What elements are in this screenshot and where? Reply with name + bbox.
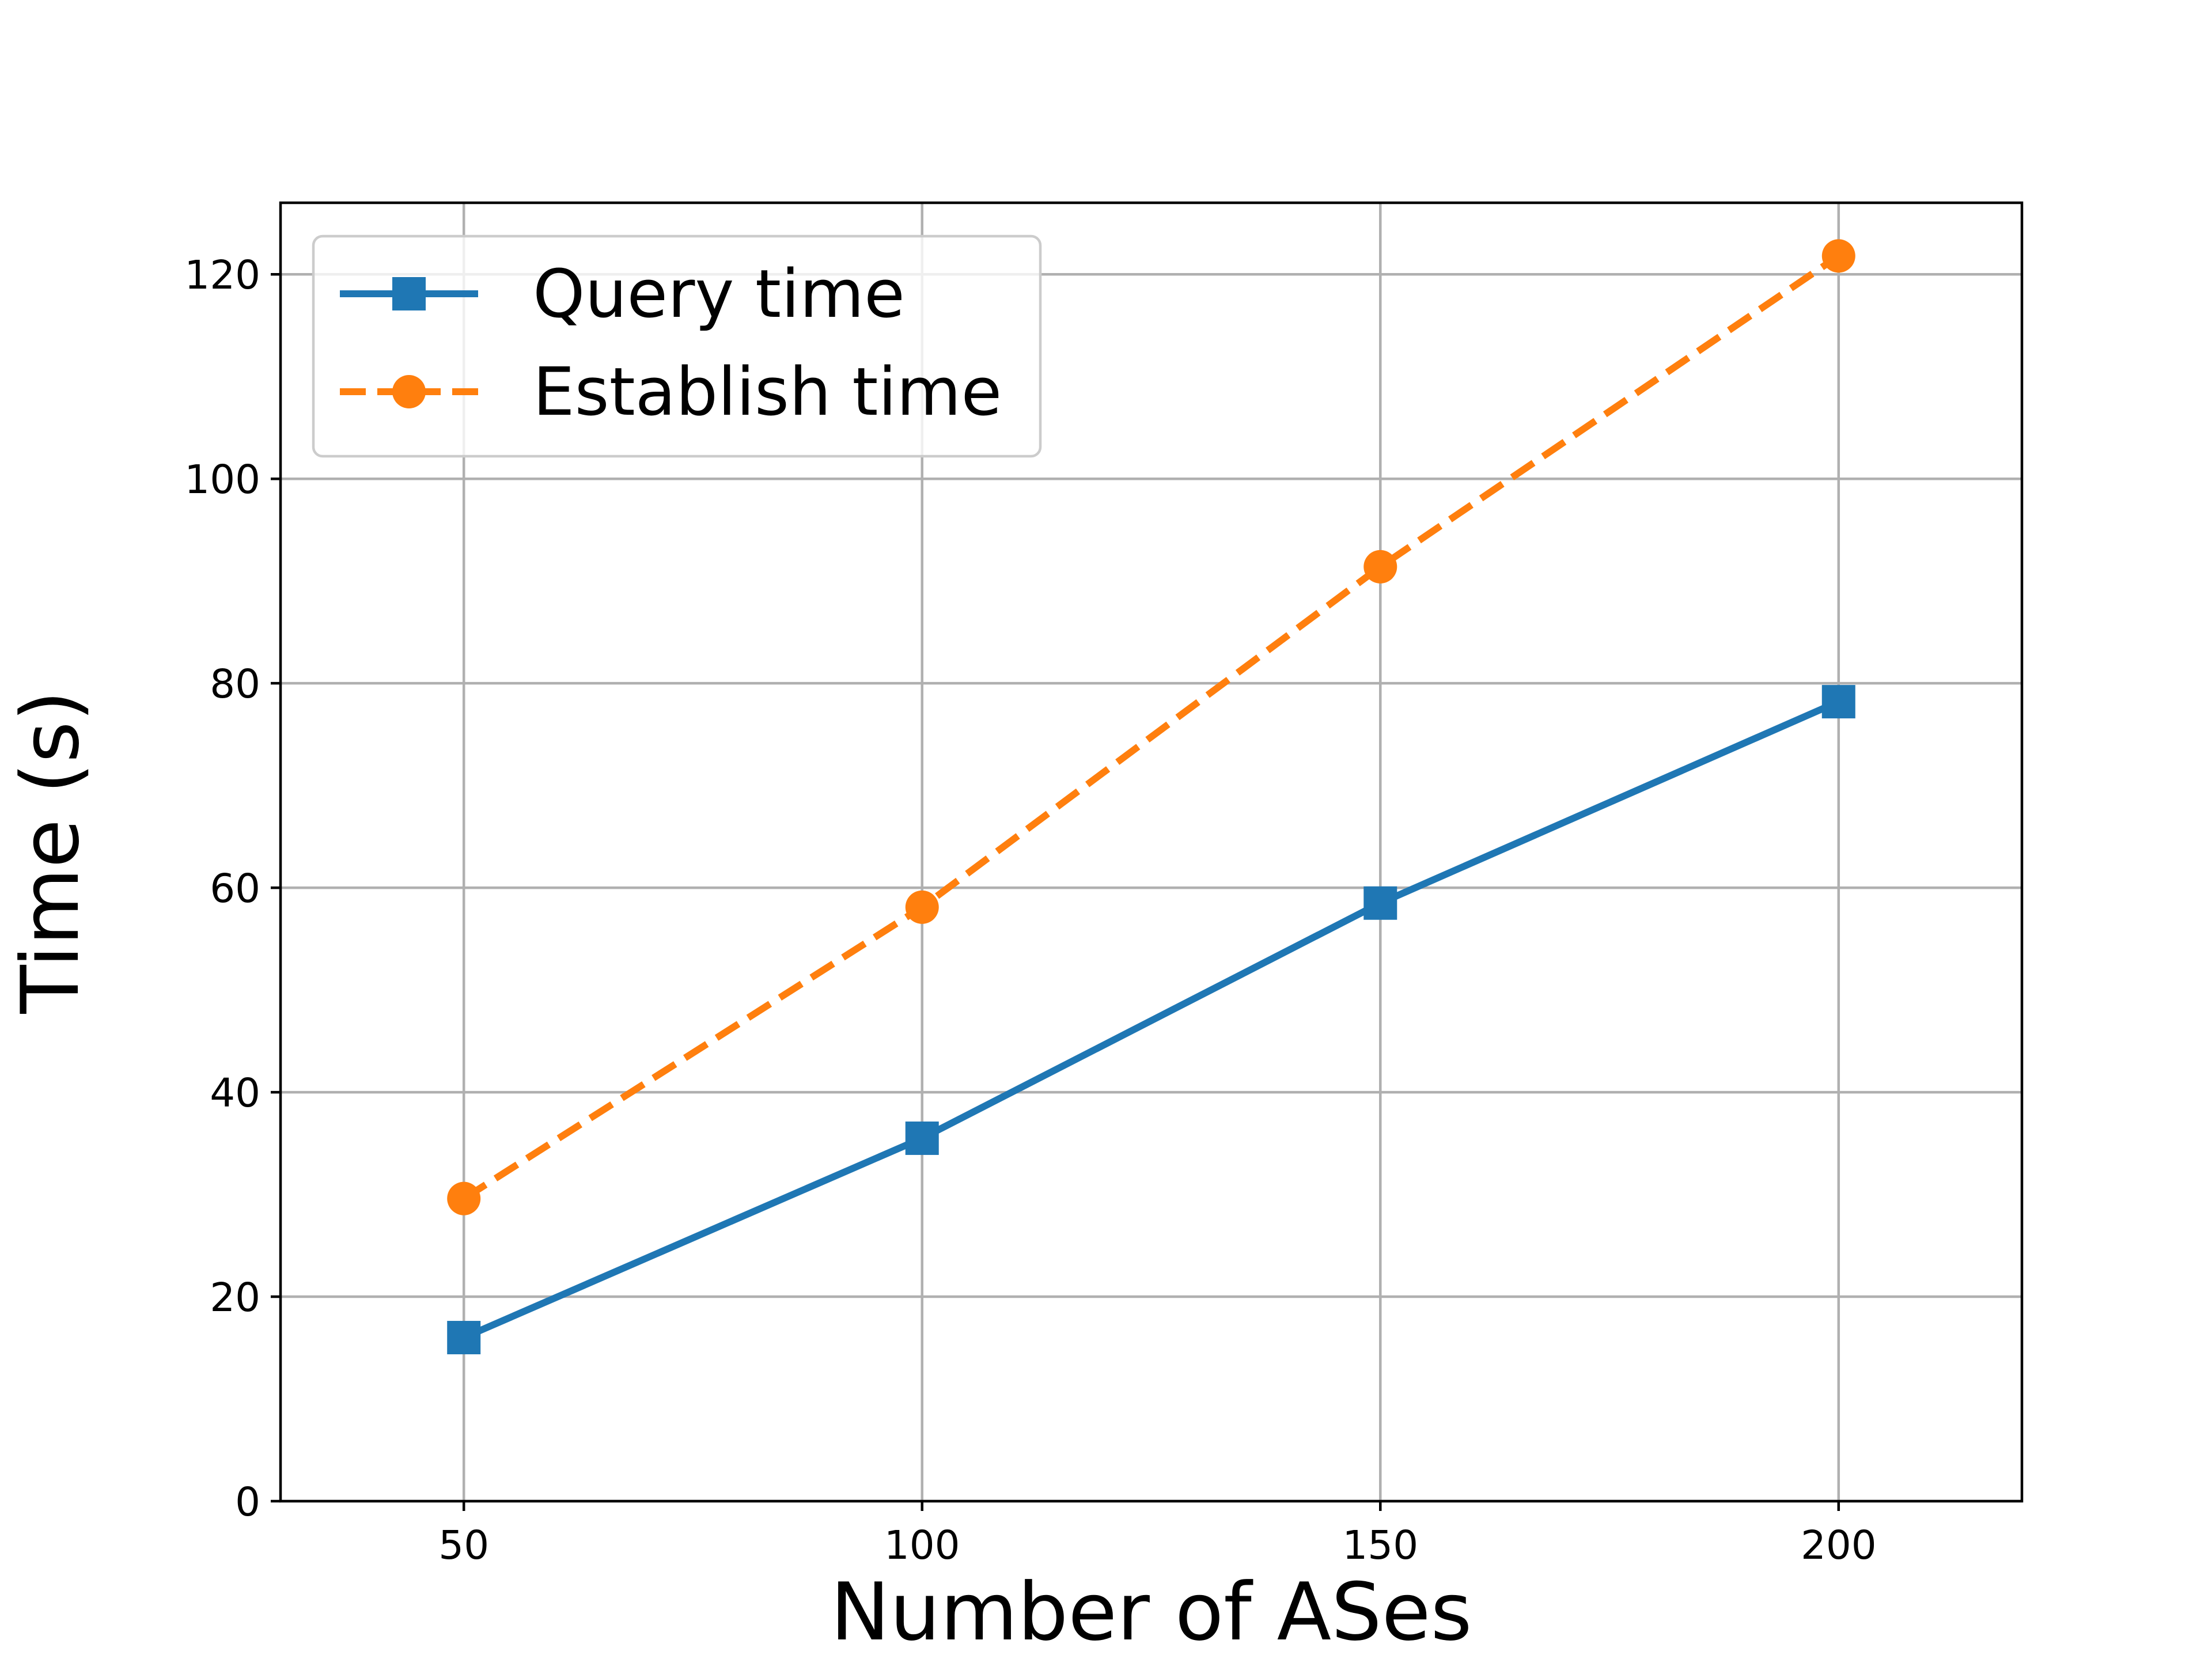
- series-layer: [447, 239, 1855, 1355]
- legend-marker: [392, 375, 426, 408]
- x-axis-label: Number of ASes: [831, 1566, 1472, 1658]
- series-line: [459, 697, 1843, 1342]
- y-tick-label: 60: [210, 866, 260, 912]
- legend-label: Establish time: [533, 354, 1002, 431]
- x-tick-label: 150: [1342, 1522, 1418, 1569]
- y-tick-label: 0: [235, 1479, 260, 1525]
- data-point: [1363, 886, 1397, 920]
- grid: [281, 203, 2022, 1503]
- data-point: [905, 1121, 939, 1155]
- legend-marker: [392, 277, 426, 310]
- y-tick-label: 40: [210, 1070, 260, 1116]
- y-tick-label: 80: [210, 661, 260, 707]
- series-1: [447, 239, 1855, 1215]
- y-tick-label: 20: [210, 1275, 260, 1321]
- data-point: [905, 890, 939, 924]
- legend-item: Establish time: [340, 354, 1002, 431]
- data-point: [1363, 550, 1397, 584]
- data-point: [447, 1321, 481, 1355]
- legend: Query time Establish time: [312, 234, 1042, 458]
- legend-box: [312, 234, 1042, 458]
- y-tick-label: 100: [184, 457, 260, 503]
- y-tick-label: 120: [184, 252, 260, 298]
- data-point: [1821, 685, 1855, 719]
- x-tick-label: 50: [438, 1522, 489, 1569]
- series-0: [447, 685, 1855, 1355]
- plot-frame: [279, 201, 2024, 1503]
- data-point: [447, 1181, 481, 1215]
- tick-layer: 50 100 150 200 0 20 40 60 80 100 120: [184, 252, 1876, 1569]
- series-line: [461, 253, 1841, 1202]
- legend-item: Query time: [340, 256, 905, 333]
- data-point: [1821, 239, 1855, 273]
- x-tick-label: 100: [884, 1522, 960, 1569]
- y-axis-label: Time (s): [4, 690, 97, 1014]
- legend-label: Query time: [533, 256, 905, 333]
- x-tick-label: 200: [1801, 1522, 1877, 1569]
